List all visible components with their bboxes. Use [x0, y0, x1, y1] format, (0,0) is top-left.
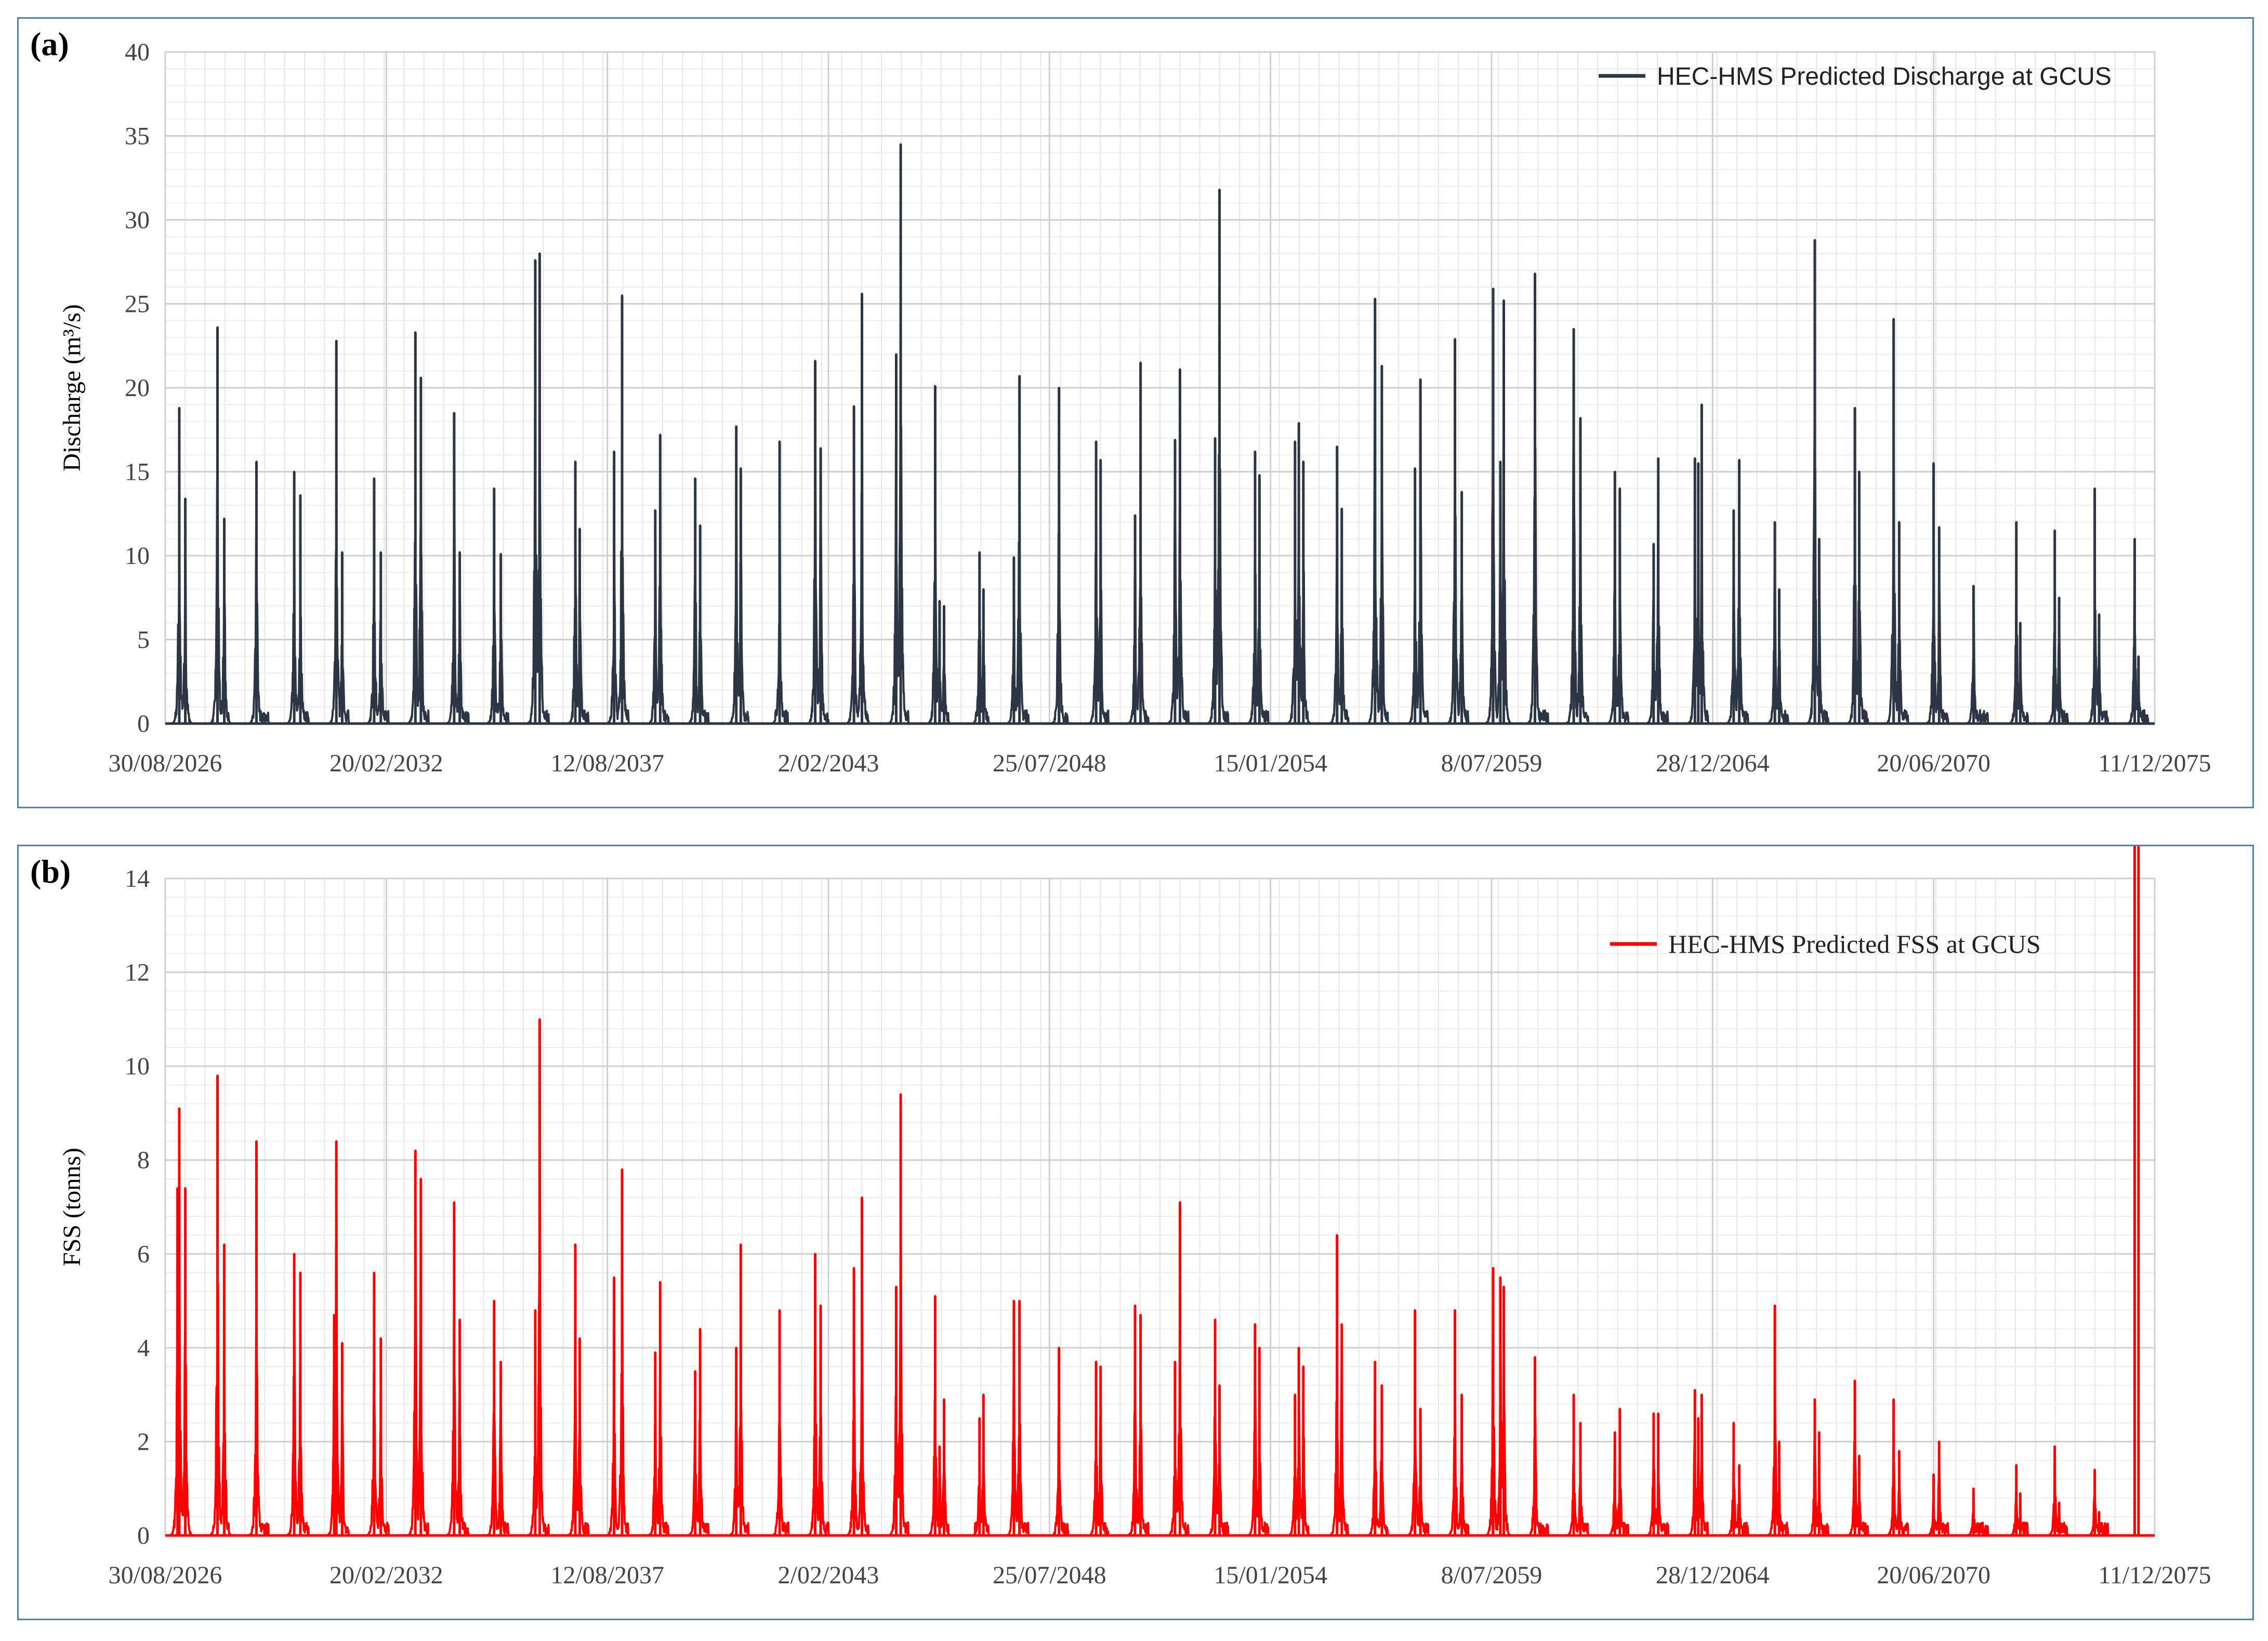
x-tick-label: 8/07/2059: [1441, 750, 1542, 777]
x-tick-label: 11/12/2075: [2099, 750, 2211, 777]
x-tick-label: 30/08/2026: [109, 750, 222, 777]
legend: HEC-HMS Predicted Discharge at GCUS: [1599, 63, 2112, 90]
y-tick-label: 8: [137, 1147, 150, 1174]
y-axis: 0 5 10 15 20 25 30 35 40: [125, 38, 150, 738]
x-tick-label: 20/06/2070: [1877, 1561, 1990, 1589]
x-tick-label: 25/07/2048: [993, 1561, 1106, 1589]
y-tick-label: 6: [137, 1240, 150, 1268]
x-tick-label: 30/08/2026: [109, 1561, 222, 1589]
x-axis: 30/08/2026 20/02/2032 12/08/2037 2/02/2043 2…: [109, 750, 2211, 777]
y-tick-label: 25: [125, 291, 150, 318]
x-tick-label: 25/07/2048: [993, 750, 1106, 777]
y-tick-label: 35: [125, 123, 150, 150]
x-tick-label: 15/01/2054: [1214, 750, 1327, 777]
y-tick-label: 10: [125, 542, 150, 570]
x-tick-label: 2/02/2043: [778, 750, 879, 777]
chart-panel-b: (b) 0 2 4 6 8 10 12 14 30/08/2026 20/02/2032 12/08…: [17, 845, 2254, 1620]
y-axis: 0 2 4 6 8 10 12 14: [125, 865, 150, 1550]
y-tick-label: 15: [125, 458, 150, 486]
legend-label: HEC-HMS Predicted Discharge at GCUS: [1657, 63, 2112, 90]
y-tick-label: 0: [137, 1522, 150, 1550]
x-tick-label: 20/02/2032: [329, 1561, 443, 1589]
y-tick-label: 40: [125, 38, 150, 66]
x-tick-label: 28/12/2064: [1656, 750, 1770, 777]
peak-marks: [176, 846, 2140, 1535]
chart-panel-a: (a) 0 5 10 15 20 25 30 35 40 30/08/2026 20/02/2032…: [17, 17, 2254, 808]
y-tick-label: 4: [137, 1334, 150, 1362]
y-tick-label: 5: [137, 626, 150, 654]
x-tick-label: 11/12/2075: [2099, 1561, 2211, 1589]
y-tick-label: 30: [125, 206, 150, 234]
x-tick-label: 20/06/2070: [1877, 750, 1990, 777]
legend: HEC-HMS Predicted FSS at GCUS: [1610, 929, 2041, 959]
panel-label-a: (a): [30, 25, 69, 62]
x-tick-label: 12/08/2037: [550, 750, 664, 777]
x-tick-label: 20/02/2032: [329, 750, 443, 777]
panel-label-b: (b): [30, 853, 71, 890]
y-tick-label: 14: [125, 865, 150, 892]
y-tick-label: 2: [137, 1428, 150, 1455]
x-tick-label: 8/07/2059: [1441, 1561, 1542, 1589]
peak-marks: [178, 144, 2140, 724]
x-axis: 30/08/2026 20/02/2032 12/08/2037 2/02/2043 2…: [109, 1561, 2211, 1589]
y-tick-label: 0: [137, 710, 150, 738]
y-tick-label: 12: [125, 959, 150, 987]
y-tick-label: 20: [125, 374, 150, 402]
x-tick-label: 12/08/2037: [550, 1561, 664, 1589]
discharge-chart: 0 5 10 15 20 25 30 35 40 30/08/2026 20/02/2032 12/0…: [58, 38, 2211, 777]
y-tick-label: 10: [125, 1053, 150, 1080]
y-axis-title: FSS (tonns): [58, 1148, 86, 1266]
x-tick-label: 2/02/2043: [778, 1561, 879, 1589]
fss-chart: 0 2 4 6 8 10 12 14 30/08/2026 20/02/2032 12/08/203…: [58, 846, 2211, 1589]
x-tick-label: 28/12/2064: [1656, 1561, 1770, 1589]
legend-label: HEC-HMS Predicted FSS at GCUS: [1668, 929, 2041, 959]
grid: [164, 877, 2156, 1537]
x-tick-label: 15/01/2054: [1214, 1561, 1327, 1589]
y-axis-title: Discharge (m³/s): [58, 304, 86, 471]
grid: [164, 51, 2156, 725]
